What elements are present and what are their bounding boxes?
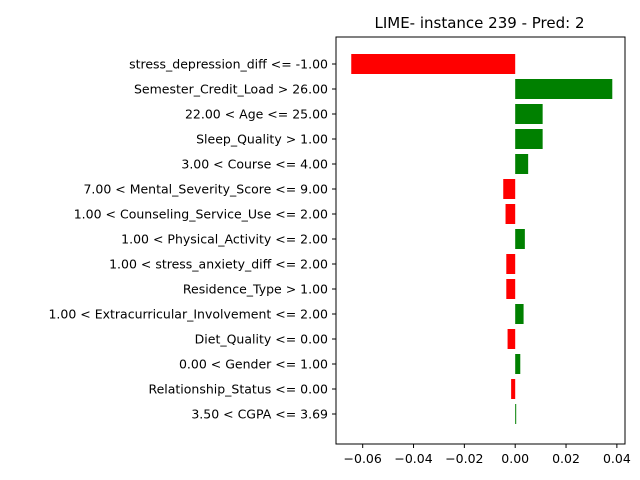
- bar-2: [515, 79, 613, 99]
- x-tick-label: 0.02: [552, 451, 580, 466]
- bar-9: [506, 254, 516, 274]
- bar-6: [503, 179, 516, 199]
- feature-labels-group: stress_depression_diff <= -1.00 Semester_…: [48, 57, 336, 422]
- feature-label: Semester_Credit_Load > 26.00: [134, 82, 328, 97]
- x-tick-label: 0.00: [501, 451, 529, 466]
- x-tick-label: −0.02: [445, 451, 483, 466]
- feature-label: 1.00 < Counseling_Service_Use <= 2.00: [74, 207, 328, 222]
- bar-13: [515, 354, 521, 374]
- bar-10: [506, 279, 516, 299]
- feature-label: Relationship_Status <= 0.00: [148, 382, 328, 397]
- bar-12: [507, 329, 516, 349]
- feature-label: 1.00 < Physical_Activity <= 2.00: [121, 232, 328, 247]
- feature-label: 1.00 < Extracurricular_Involvement <= 2.…: [48, 307, 328, 322]
- plot-frame: [335, 36, 626, 445]
- feature-label: 0.00 < Gender <= 1.00: [179, 357, 328, 372]
- feature-label: 22.00 < Age <= 25.00: [185, 107, 328, 122]
- feature-label: Residence_Type > 1.00: [183, 282, 328, 297]
- feature-label: Sleep_Quality > 1.00: [196, 132, 328, 147]
- x-axis-ticks-group: −0.06 −0.04 −0.02 0.00 0.02 0.04: [344, 444, 631, 466]
- feature-label: 1.00 < stress_anxiety_diff <= 2.00: [109, 257, 328, 272]
- chart-title: LIME- instance 239 - Pred: 2: [374, 14, 584, 32]
- bar-11: [515, 304, 524, 324]
- bar-15: [515, 404, 517, 424]
- bar-5: [515, 154, 529, 174]
- bars-group: [351, 54, 613, 424]
- bar-7: [505, 204, 516, 224]
- bar-3: [515, 104, 543, 124]
- feature-label: 3.00 < Course <= 4.00: [181, 157, 328, 172]
- bar-1: [351, 54, 516, 74]
- x-tick-label: −0.06: [344, 451, 382, 466]
- feature-label: Diet_Quality <= 0.00: [195, 332, 328, 347]
- bar-14: [511, 379, 516, 399]
- bar-8: [515, 229, 525, 249]
- bar-4: [515, 129, 543, 149]
- x-tick-label: −0.04: [394, 451, 432, 466]
- x-tick-label: 0.04: [603, 451, 631, 466]
- feature-label: 7.00 < Mental_Severity_Score <= 9.00: [83, 182, 328, 197]
- feature-label: 3.50 < CGPA <= 3.69: [191, 407, 328, 422]
- feature-label: stress_depression_diff <= -1.00: [129, 57, 328, 72]
